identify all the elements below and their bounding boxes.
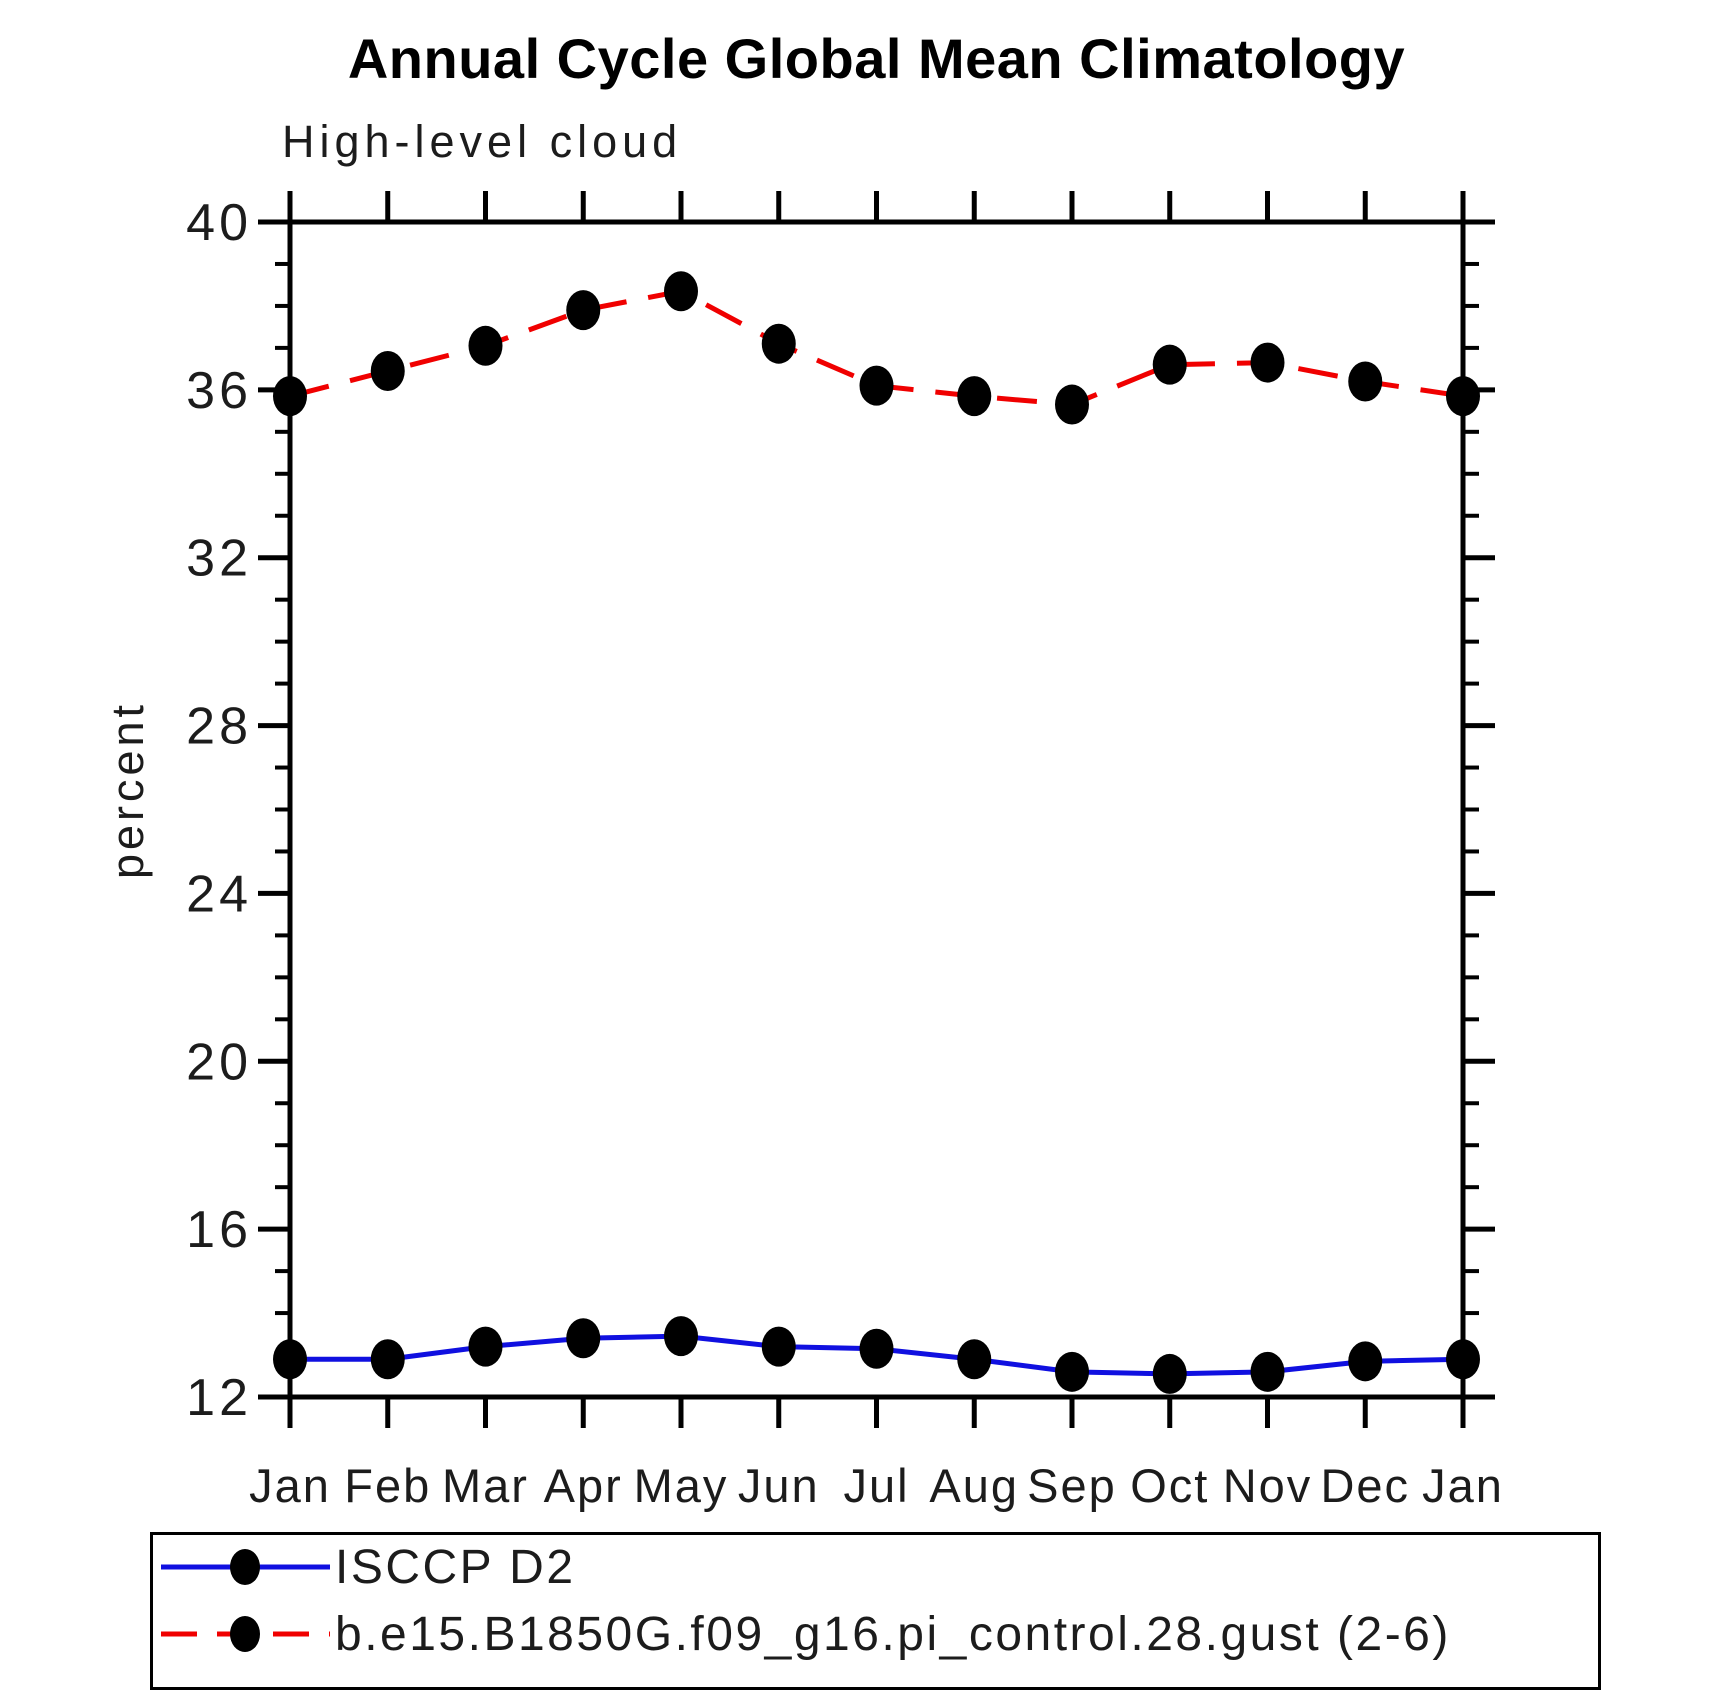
- data-point-marker: [1446, 1339, 1480, 1380]
- y-axis-tick-label: 16: [186, 1201, 252, 1259]
- x-axis-tick-label: Aug: [929, 1459, 1019, 1512]
- data-point-marker: [468, 325, 503, 366]
- data-point-marker: [1348, 1341, 1383, 1382]
- legend-item-isccp: ISCCP D2: [153, 1539, 576, 1595]
- data-point-marker: [1446, 376, 1480, 417]
- legend-item-model: b.e15.B1850G.f09_g16.pi_control.28.gust …: [153, 1606, 1451, 1662]
- y-axis-tick-label: 36: [186, 362, 252, 420]
- x-axis-tick-label: May: [634, 1459, 729, 1512]
- x-axis-tick-label: Feb: [344, 1459, 431, 1512]
- legend-sample-line-dashed: [161, 1616, 330, 1652]
- data-point-marker: [273, 1339, 307, 1380]
- data-point-marker: [566, 1318, 601, 1359]
- x-axis-tick-label: Jan: [1422, 1459, 1504, 1512]
- y-axis-tick-label: 40: [186, 194, 252, 252]
- data-point-marker: [370, 1339, 405, 1380]
- data-point-marker: [664, 1316, 698, 1357]
- data-point-marker: [1055, 1351, 1089, 1392]
- y-axis-tick-label: 12: [186, 1369, 252, 1427]
- legend-box: ISCCP D2 b.e15.B1850G.f09_g16.pi_control…: [150, 1532, 1601, 1690]
- x-axis-tick-label: Sep: [1027, 1459, 1117, 1512]
- data-point-marker: [859, 1328, 894, 1369]
- x-axis-tick-label: Dec: [1320, 1459, 1410, 1512]
- data-point-marker: [761, 323, 796, 364]
- data-point-marker: [566, 290, 601, 331]
- data-point-marker: [1348, 361, 1383, 402]
- x-axis-tick-label: Jul: [843, 1459, 909, 1512]
- data-point-marker: [761, 1326, 796, 1367]
- x-axis-tick-label: Mar: [442, 1459, 529, 1512]
- y-axis-tick-label: 24: [186, 865, 252, 923]
- legend-sample-line-solid: [161, 1549, 330, 1585]
- data-point-marker: [957, 1339, 992, 1380]
- legend-label: ISCCP D2: [335, 1540, 576, 1594]
- chart-subtitle: High-level cloud: [282, 116, 683, 167]
- x-axis-tick-label: Oct: [1130, 1459, 1209, 1512]
- y-axis-tick-label: 20: [186, 1033, 252, 1091]
- x-axis-tick-label: Jun: [738, 1459, 820, 1512]
- x-axis-tick-label: Jan: [249, 1459, 331, 1512]
- legend-marker-sample: [230, 1616, 260, 1652]
- data-point-marker: [1250, 1351, 1285, 1392]
- chart-title: Annual Cycle Global Mean Climatology: [347, 27, 1406, 90]
- data-point-marker: [1152, 344, 1187, 385]
- y-axis-tick-label: 28: [186, 698, 252, 756]
- data-point-marker: [957, 376, 992, 417]
- data-point-marker: [664, 271, 698, 312]
- data-point-marker: [273, 376, 307, 417]
- y-axis-tick-label: 32: [186, 530, 252, 588]
- data-point-marker: [1055, 384, 1089, 425]
- data-point-marker: [1152, 1353, 1187, 1394]
- x-axis-tick-label: Apr: [544, 1459, 623, 1512]
- data-point-marker: [468, 1326, 503, 1367]
- data-point-marker: [370, 350, 405, 391]
- legend-marker-sample: [230, 1549, 260, 1585]
- x-axis-tick-label: Nov: [1223, 1459, 1313, 1512]
- data-point-marker: [1250, 342, 1285, 383]
- legend-label: b.e15.B1850G.f09_g16.pi_control.28.gust …: [335, 1607, 1451, 1661]
- data-point-marker: [859, 365, 894, 406]
